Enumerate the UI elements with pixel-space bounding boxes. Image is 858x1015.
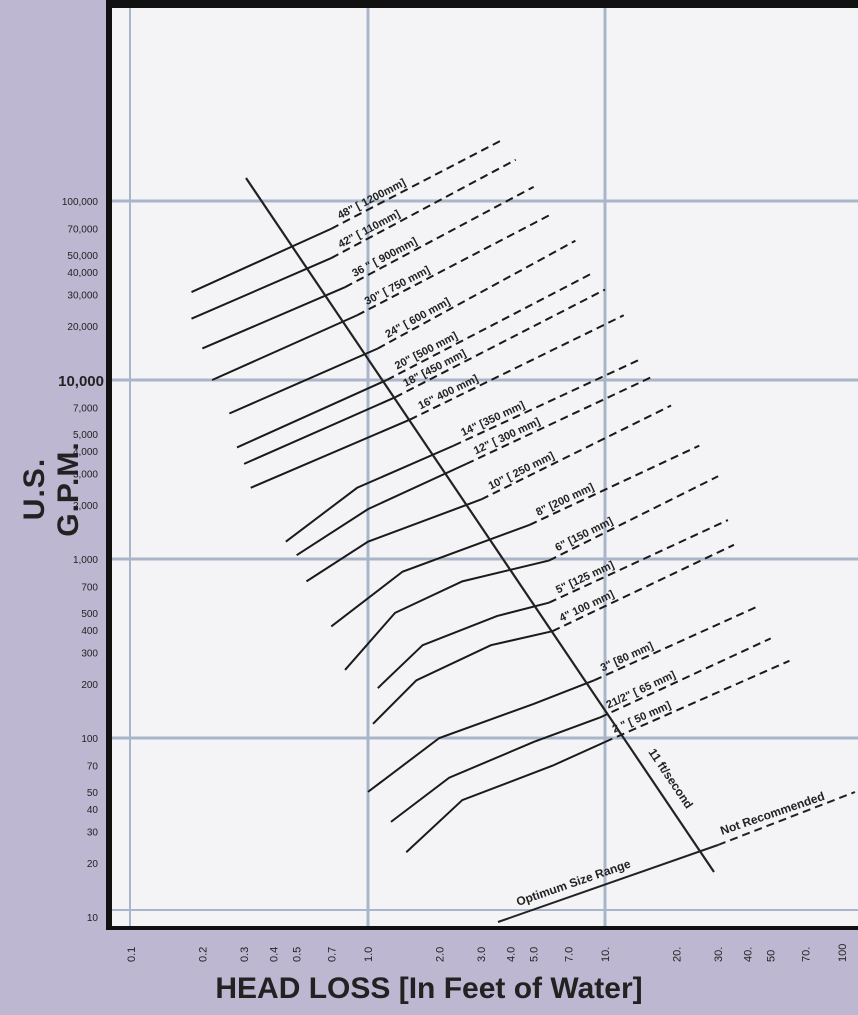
y-tick-label: 30	[87, 828, 99, 839]
pipe-curve-dashed	[409, 314, 625, 421]
x-tick-label: 0.2	[197, 947, 209, 962]
pipe-curve-solid	[405, 741, 606, 853]
pipe-curve-solid	[211, 314, 358, 381]
y-tick-label: 3,000	[73, 470, 98, 481]
y-tick-label: 4,000	[73, 447, 98, 458]
y-tick-label: 7,000	[73, 404, 98, 415]
pipe-curve-solid	[330, 523, 530, 628]
not-recommended-line	[717, 791, 856, 846]
x-tick-label: 40.	[743, 947, 755, 962]
y-tick-label: 50	[87, 788, 99, 799]
x-tick-label: 10.	[600, 947, 612, 962]
x-tick-label: 0.4	[269, 947, 281, 962]
pipe-curve-solid	[250, 418, 411, 489]
pipe-curve-dashed	[344, 185, 535, 289]
pipe-curve-dashed	[551, 543, 735, 633]
tick-labels: 100,000 70,000 50,000 40,000 30,000 20,000 10,…	[58, 197, 849, 962]
pipe-curve-solid	[372, 630, 553, 725]
x-tick-label: 5.0	[529, 947, 541, 962]
y-tick-label: 200	[81, 680, 98, 691]
pipe-curve-solid	[296, 462, 467, 557]
y-tick-label: 5,000	[73, 430, 98, 441]
pipe-curve-solid	[377, 601, 550, 689]
y-tick-label: 40,000	[67, 268, 98, 279]
y-tick-label: 1,000	[73, 555, 98, 566]
y-tick-label: 20,000	[67, 322, 98, 333]
y-axis-label: U.S. G.P.M.	[18, 441, 85, 537]
y-tick-label: 100,000	[62, 197, 99, 208]
pipe-curve-solid	[236, 379, 388, 449]
x-axis-label: HEAD LOSS [In Feet of Water]	[215, 972, 643, 1005]
pipe-curve-solid	[390, 716, 601, 823]
y-tick-label: 50,000	[67, 251, 98, 262]
pipe-curve-dashed	[548, 475, 719, 562]
y-tick-label: 300	[81, 649, 98, 660]
pipe-curve-dashed	[593, 604, 761, 682]
pipe-curve-dashed	[330, 138, 504, 230]
y-tick-label: 100	[81, 734, 98, 745]
pipe-curve-solid	[367, 679, 595, 793]
x-tick-label: 50	[766, 950, 778, 962]
y-tick-label: 30,000	[67, 291, 98, 302]
pipe-curves	[191, 138, 790, 853]
x-tick-label: 70.	[800, 947, 812, 962]
optimum-line	[497, 844, 719, 923]
pipe-curve-dashed	[465, 375, 654, 465]
pipe-curve-dashed	[529, 444, 700, 526]
y-tick-label: 40	[87, 805, 99, 816]
x-tick-label: 0.3	[239, 947, 251, 962]
y-tick-label: 2,000	[73, 501, 98, 512]
y-tick-label: 10	[87, 913, 99, 924]
grid	[112, 8, 858, 926]
y-tick-label: 70,000	[67, 225, 98, 236]
x-tick-label: 1.0	[363, 947, 375, 962]
x-tick-label: 0.5	[292, 947, 304, 962]
x-tick-label: 0.7	[326, 947, 338, 962]
y-tick-label: 10,000	[58, 373, 104, 390]
x-tick-label: 4.0	[506, 947, 518, 962]
x-tick-label: 7.0	[563, 947, 575, 962]
x-tick-label: 2.0	[434, 947, 446, 962]
x-tick-label: 100	[837, 944, 849, 962]
x-tick-label: 20.	[671, 947, 683, 962]
plot-area	[112, 8, 858, 926]
y-tick-label: 700	[81, 583, 98, 594]
pipe-curve-dashed	[548, 519, 729, 604]
y-tick-label: 400	[81, 626, 98, 637]
pipe-curve-solid	[285, 444, 455, 543]
y-tick-label: 500	[81, 609, 98, 620]
pipe-curve-solid	[344, 559, 550, 671]
pipe-curve-solid	[228, 347, 379, 415]
pipe-curve-solid	[201, 286, 346, 350]
pipe-curve-dashed	[394, 288, 606, 399]
x-tick-label: 0.1	[126, 947, 138, 962]
pipe-curve-dashed	[480, 404, 672, 501]
x-tick-label: 3.0	[476, 947, 488, 962]
pipe-curve-dashed	[330, 158, 517, 259]
pipe-curve-solid	[191, 227, 332, 293]
pipe-curve-dashed	[377, 239, 576, 350]
velocity-line	[245, 177, 715, 873]
pipe-curve-dashed	[604, 659, 790, 743]
y-tick-label: 20	[87, 859, 99, 870]
y-tick-label: 70	[87, 762, 99, 773]
pipe-curve-solid	[305, 498, 482, 583]
pipe-curve-dashed	[356, 212, 553, 317]
x-tick-label: 30.	[713, 947, 725, 962]
pipe-curve-solid	[243, 396, 396, 465]
pipe-curve-dashed	[599, 637, 772, 719]
pipe-curve-dashed	[453, 358, 641, 447]
